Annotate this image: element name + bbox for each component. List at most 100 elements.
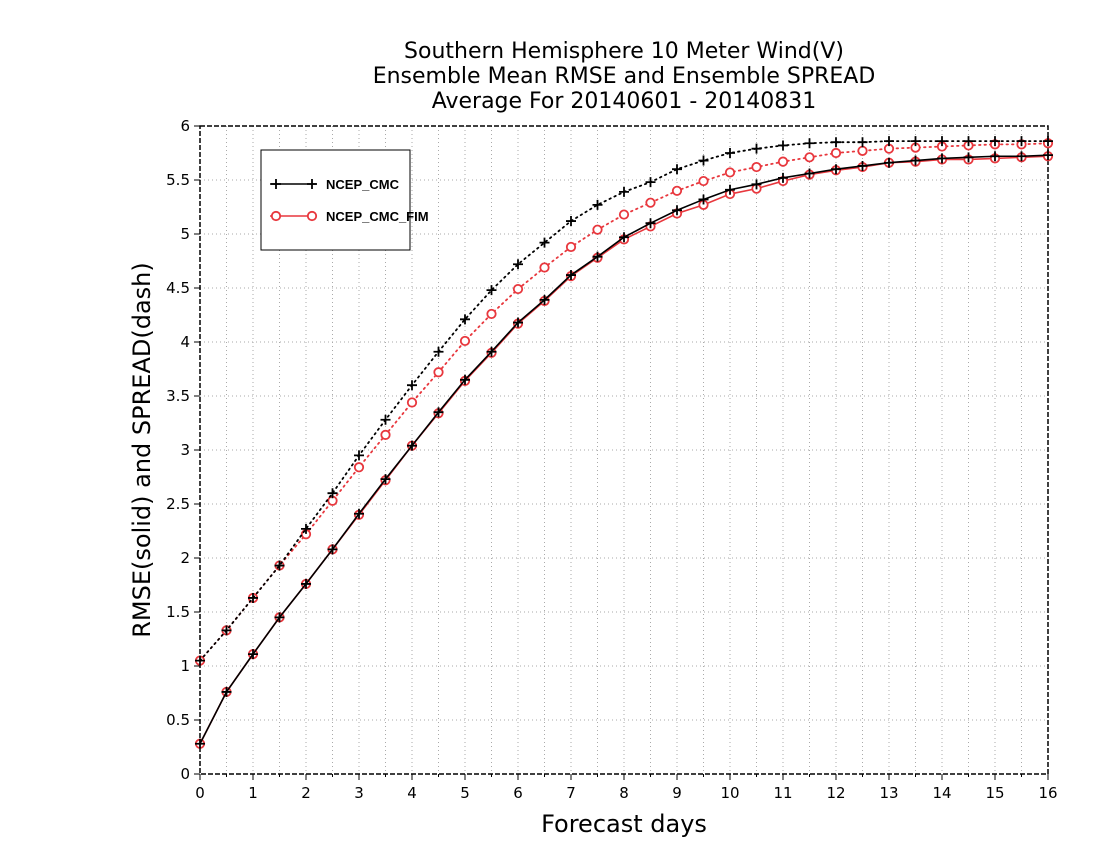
ncep-cmc-spread-series — [195, 136, 1053, 666]
ncep-cmc-rmse-point — [592, 251, 603, 262]
ncep-cmc-spread-point — [990, 136, 1000, 147]
ncep-cmc-spread-point — [778, 140, 788, 151]
title-line-2: Ensemble Mean RMSE and Ensemble SPREAD — [373, 64, 876, 89]
x-tick-label: 7 — [566, 784, 576, 802]
x-tick-label: 4 — [407, 784, 417, 802]
ncep-cmc-rmse-point — [433, 407, 444, 418]
ncep-cmc-spread-point — [380, 414, 391, 425]
ncep-cmc-spread-point — [248, 592, 258, 603]
ncep-cmc-spread-point — [884, 136, 894, 147]
x-tick-label: 11 — [773, 784, 792, 802]
ncep-cmc-spread-point — [831, 137, 841, 148]
ncep-cmc-rmse-point — [1043, 150, 1053, 161]
ncep-cmc-rmse-point — [619, 232, 629, 243]
ncep-cmc-fim-spread-point — [592, 224, 603, 235]
y-tick-label: 3 — [180, 441, 190, 459]
ncep-cmc-spread-point — [433, 346, 444, 357]
title-line-1: Southern Hemisphere 10 Meter Wind(V) — [404, 39, 844, 64]
ncep-cmc-rmse-point — [831, 164, 841, 175]
legend-marker — [307, 179, 317, 189]
legend-label: NCEP_CMC_FIM — [326, 209, 429, 224]
ncep-cmc-spread-point — [354, 450, 364, 461]
ncep-cmc-fim-spread-point — [512, 283, 524, 295]
y-tick-label: 1.5 — [166, 603, 190, 621]
ncep-cmc-fim-spread-point — [671, 185, 683, 196]
ncep-cmc-rmse-point — [963, 152, 974, 163]
ncep-cmc-spread-point — [566, 216, 576, 227]
x-tick-label: 10 — [720, 784, 739, 802]
ncep-cmc-spread-point — [963, 136, 974, 147]
title-line-3: Average For 20140601 - 20140831 — [432, 89, 817, 114]
ncep-cmc-rmse-point — [725, 184, 735, 195]
ncep-cmc-rmse-point — [195, 738, 205, 749]
ncep-cmc-spread-point — [513, 259, 523, 270]
x-tick-label: 2 — [301, 784, 311, 802]
ncep-cmc-fim-spread-series — [194, 138, 1054, 666]
x-tick-label: 12 — [826, 784, 845, 802]
y-tick-label: 2 — [180, 549, 190, 567]
ncep-cmc-fim-spread-point — [406, 397, 418, 408]
x-tick-label: 1 — [248, 784, 258, 802]
ncep-cmc-rmse-point — [380, 474, 391, 485]
ncep-cmc-rmse-point — [354, 508, 364, 519]
ncep-cmc-rmse-point — [857, 160, 868, 171]
x-tick-label: 13 — [879, 784, 898, 802]
ncep-cmc-fim-spread-point — [380, 429, 391, 440]
x-tick-label: 9 — [672, 784, 682, 802]
ncep-cmc-spread-point — [804, 138, 815, 149]
ncep-cmc-rmse-point — [937, 153, 947, 164]
ncep-cmc-spread-point — [725, 148, 735, 158]
ncep-cmc-rmse-point — [486, 346, 497, 357]
ncep-cmc-spread-point — [274, 560, 285, 571]
ncep-cmc-spread-point — [937, 136, 947, 147]
x-tick-label: 6 — [513, 784, 523, 802]
legend-item-ncep-cmc-fim: NCEP_CMC_FIM — [270, 209, 429, 224]
y-axis-label: RMSE(solid) and SPREAD(dash) — [128, 262, 156, 638]
legend-marker — [306, 210, 318, 222]
ncep-cmc-fim-spread-line — [199, 142, 1049, 662]
axes — [194, 125, 1049, 780]
ncep-cmc-rmse-point — [460, 374, 470, 385]
x-tick-label: 5 — [460, 784, 470, 802]
x-tick-label: 3 — [354, 784, 364, 802]
ncep-cmc-fim-spread-point — [565, 241, 577, 253]
ncep-cmc-rmse-point — [751, 179, 762, 190]
ncep-cmc-spread-point — [407, 380, 417, 391]
legend-box — [260, 149, 411, 251]
legend-marker — [270, 210, 282, 222]
ncep-cmc-spread-point — [857, 137, 868, 148]
ncep-cmc-spread-point — [195, 655, 205, 666]
y-tick-label: 2.5 — [166, 495, 190, 513]
ncep-cmc-spread-point — [301, 523, 311, 534]
ncep-cmc-spread-point — [592, 199, 603, 210]
y-tick-label: 1 — [180, 657, 190, 675]
ncep-cmc-rmse-point — [1016, 151, 1027, 162]
ncep-cmc-spread-point — [539, 237, 550, 248]
tick-labels: 0 1 2 3 4 5 6 7 8 9 10 11 12 13 14 15 1600.511.522.533.5… — [166, 117, 1057, 802]
ncep-cmc-fim-spread-point — [777, 156, 789, 167]
ncep-cmc-rmse-point — [539, 294, 550, 305]
ncep-cmc-rmse-point — [778, 172, 788, 183]
legend-label: NCEP_CMC — [326, 177, 400, 192]
y-tick-label: 4.5 — [166, 279, 190, 297]
y-tick-label: 5 — [180, 225, 190, 243]
ncep-cmc-fim-spread-point — [724, 167, 736, 178]
ncep-cmc-spread-point — [327, 488, 338, 499]
x-tick-label: 0 — [195, 784, 205, 802]
ncep-cmc-rmse-series — [195, 150, 1053, 749]
ncep-cmc-fim-spread-point — [830, 147, 842, 159]
y-tick-label: 3.5 — [166, 387, 190, 405]
ncep-cmc-spread-point — [486, 285, 497, 296]
ncep-cmc-rmse-point — [274, 612, 285, 623]
ncep-cmc-rmse-point — [990, 151, 1000, 162]
legend: NCEP_CMC NCEP_CMC_FIM — [260, 149, 429, 251]
y-tick-label: 5.5 — [166, 171, 190, 189]
ncep-cmc-rmse-point — [221, 686, 232, 697]
ncep-cmc-fim-spread-point — [804, 152, 815, 163]
ncep-cmc-rmse-point — [804, 168, 815, 179]
ncep-cmc-spread-point — [645, 177, 656, 188]
ncep-cmc-fim-spread-point — [857, 145, 868, 156]
ncep-cmc-rmse-point — [327, 544, 338, 555]
chart-title: Southern Hemisphere 10 Meter Wind(V) Ens… — [373, 39, 876, 114]
